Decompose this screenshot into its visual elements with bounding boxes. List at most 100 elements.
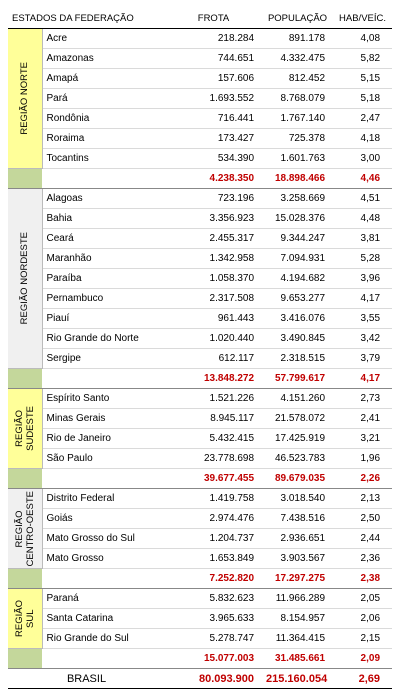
region-name-line: REGIÃO	[13, 600, 25, 637]
state-value: 17.425.919	[262, 428, 334, 449]
state-row: Roraima 173.427 725.378 4,18	[8, 128, 393, 149]
region-label: REGIÃO NORDESTE	[8, 188, 43, 369]
state-row: Bahia 3.356.923 15.028.376 4,48	[8, 208, 393, 229]
state-row: Minas Gerais 8.945.117 21.578.072 2,41	[8, 408, 393, 429]
state-name: Bahia	[42, 208, 166, 229]
state-value: 725.378	[262, 128, 334, 149]
state-name: Distrito Federal	[42, 488, 166, 509]
region-name: REGIÃO SUL	[14, 600, 36, 637]
state-value: 1.601.763	[262, 148, 334, 169]
state-value: 9.653.277	[262, 288, 334, 309]
state-value: 1.419.758	[165, 488, 263, 509]
state-value: 1.020.440	[165, 328, 263, 349]
brasil-value: 215.160.054	[262, 668, 334, 689]
total-row: 13.848.272 57.799.617 4,17	[8, 368, 393, 389]
state-value: 744.651	[165, 48, 263, 69]
total-spacer	[42, 368, 166, 389]
state-row: Rio Grande do Sul 5.278.747 11.364.415 2,15	[8, 628, 393, 649]
region-label: REGIÃO CENTRO-OESTE	[8, 488, 43, 569]
total-row: 39.677.455 89.679.035 2,26	[8, 468, 393, 489]
state-value: 3.018.540	[262, 488, 334, 509]
state-value: 2.317.508	[165, 288, 263, 309]
state-value: 1.653.849	[165, 548, 263, 569]
total-value: 4,17	[333, 368, 393, 389]
state-value: 2,06	[333, 608, 393, 629]
state-value: 961.443	[165, 308, 263, 329]
state-value: 3,79	[333, 348, 393, 369]
state-name: Rondônia	[42, 108, 166, 129]
total-value: 15.077.003	[165, 648, 263, 669]
total-value: 13.848.272	[165, 368, 263, 389]
state-row: REGIÃO SUL Paraná 5.832.623 11.966.289 2,05	[8, 588, 393, 649]
state-name: Amapá	[42, 68, 166, 89]
state-row: Paraíba 1.058.370 4.194.682 3,96	[8, 268, 393, 289]
state-value: 2,41	[333, 408, 393, 429]
brasil-value: 80.093.900	[165, 668, 263, 689]
total-spacer	[42, 568, 166, 589]
state-value: 173.427	[165, 128, 263, 149]
state-row: Pará 1.693.552 8.768.079 5,18	[8, 88, 393, 109]
total-value: 57.799.617	[262, 368, 334, 389]
state-name: Sergipe	[42, 348, 166, 369]
total-row: 15.077.003 31.485.661 2,09	[8, 648, 393, 669]
region-name: REGIÃO SUDESTE	[14, 406, 36, 451]
state-row: Pernambuco 2.317.508 9.653.277 4,17	[8, 288, 393, 309]
state-row: Amapá 157.606 812.452 5,15	[8, 68, 393, 89]
total-marker	[8, 368, 42, 389]
state-value: 5.832.623	[165, 588, 263, 609]
total-value: 17.297.275	[262, 568, 334, 589]
region-name-line: SUL	[24, 609, 36, 628]
brasil-value: 2,69	[333, 668, 393, 689]
state-row: Mato Grosso 1.653.849 3.903.567 2,36	[8, 548, 393, 569]
state-value: 2,05	[333, 588, 393, 609]
state-value: 3,00	[333, 148, 393, 169]
state-row: Amazonas 744.651 4.332.475 5,82	[8, 48, 393, 69]
state-row: REGIÃO CENTRO-OESTE Distrito Federal 1.419.…	[8, 488, 393, 569]
state-value: 4,51	[333, 188, 393, 209]
state-value: 2,44	[333, 528, 393, 549]
total-value: 89.679.035	[262, 468, 334, 489]
state-value: 5.278.747	[165, 628, 263, 649]
state-name: Paraná	[42, 588, 166, 609]
header-cell: HAB/VEÍC.	[333, 8, 393, 29]
state-row: Ceará 2.455.317 9.344.247 3,81	[8, 228, 393, 249]
header-row: ESTADOS DA FEDERAÇÃO FROTA POPULAÇÃO HAB…	[8, 8, 393, 29]
state-value: 157.606	[165, 68, 263, 89]
state-value: 8.945.117	[165, 408, 263, 429]
state-value: 1.521.226	[165, 388, 263, 409]
state-name: Amazonas	[42, 48, 166, 69]
region-name: REGIÃO NORTE	[19, 62, 30, 135]
state-value: 4,08	[333, 28, 393, 49]
total-spacer	[42, 168, 166, 189]
state-row: Santa Catarina 3.965.633 8.154.957 2,06	[8, 608, 393, 629]
region-name-line: SUDESTE	[24, 406, 36, 451]
state-value: 5,82	[333, 48, 393, 69]
total-value: 4.238.350	[165, 168, 263, 189]
state-value: 9.344.247	[262, 228, 334, 249]
state-value: 723.196	[165, 188, 263, 209]
state-row: Tocantins 534.390 1.601.763 3,00	[8, 148, 393, 169]
state-name: Paraíba	[42, 268, 166, 289]
state-value: 4.194.682	[262, 268, 334, 289]
state-name: Rio Grande do Sul	[42, 628, 166, 649]
state-value: 23.778.698	[165, 448, 263, 469]
state-value: 891.178	[262, 28, 334, 49]
state-value: 7.438.516	[262, 508, 334, 529]
state-value: 3.490.845	[262, 328, 334, 349]
state-value: 5.432.415	[165, 428, 263, 449]
state-value: 4.332.475	[262, 48, 334, 69]
state-row: Mato Grosso do Sul 1.204.737 2.936.651 2,44	[8, 528, 393, 549]
state-row: Rio de Janeiro 5.432.415 17.425.919 3,21	[8, 428, 393, 449]
state-value: 1.204.737	[165, 528, 263, 549]
total-spacer	[42, 468, 166, 489]
total-row: 4.238.350 18.898.466 4,46	[8, 168, 393, 189]
state-row: REGIÃO SUDESTE Espírito Santo 1.521.226 4.15…	[8, 388, 393, 469]
total-value: 39.677.455	[165, 468, 263, 489]
state-value: 15.028.376	[262, 208, 334, 229]
state-name: Pará	[42, 88, 166, 109]
state-name: Alagoas	[42, 188, 166, 209]
state-value: 1.058.370	[165, 268, 263, 289]
total-marker	[8, 468, 42, 489]
total-value: 2,38	[333, 568, 393, 589]
state-value: 2.936.651	[262, 528, 334, 549]
